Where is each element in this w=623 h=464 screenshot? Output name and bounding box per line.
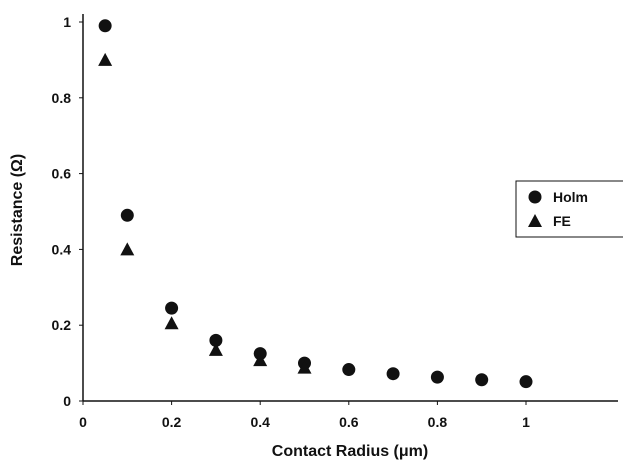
data-point-holm [120, 208, 134, 222]
x-ticks: 0 0.2 0.4 0.6 0.8 1 [79, 401, 530, 430]
legend: Holm FE [515, 180, 623, 238]
legend-label-fe: FE [553, 213, 571, 229]
data-point-holm [209, 333, 223, 347]
data-point-fe [164, 316, 179, 330]
data-point-holm [386, 367, 400, 381]
legend-box [515, 180, 623, 238]
data-point-fe [98, 52, 113, 66]
y-tick-label: 0 [63, 393, 71, 409]
data-point-holm [475, 373, 489, 387]
y-tick-label: 0.4 [52, 241, 72, 257]
y-tick-label: 1 [63, 14, 71, 30]
data-point-fe [253, 353, 268, 367]
x-tick-label: 0.6 [339, 414, 359, 430]
data-point-fe [208, 342, 223, 356]
data-point-holm [430, 370, 444, 384]
data-point-holm [519, 375, 533, 389]
x-tick-label: 0.8 [428, 414, 448, 430]
legend-marker-holm [528, 190, 542, 204]
data-point-fe [120, 242, 135, 256]
x-tick-label: 1 [522, 414, 530, 430]
data-point-holm [98, 19, 112, 33]
y-tick-label: 0.8 [52, 90, 72, 106]
y-axis-title: Resistance (Ω) [9, 154, 26, 266]
x-tick-label: 0.4 [250, 414, 270, 430]
legend-marker-fe [528, 214, 542, 227]
y-tick-label: 0.6 [52, 166, 72, 182]
y-tick-label: 0.2 [52, 317, 72, 333]
x-axis-title: Contact Radius (μm) [272, 443, 428, 460]
legend-label-holm: Holm [553, 189, 588, 205]
x-tick-label: 0 [79, 414, 87, 430]
data-point-fe [297, 360, 312, 374]
data-marks [98, 19, 533, 389]
x-tick-label: 0.2 [162, 414, 182, 430]
data-point-holm [165, 301, 179, 315]
data-point-holm [342, 363, 356, 377]
y-ticks: 0 0.2 0.4 0.6 0.8 1 [52, 14, 83, 409]
